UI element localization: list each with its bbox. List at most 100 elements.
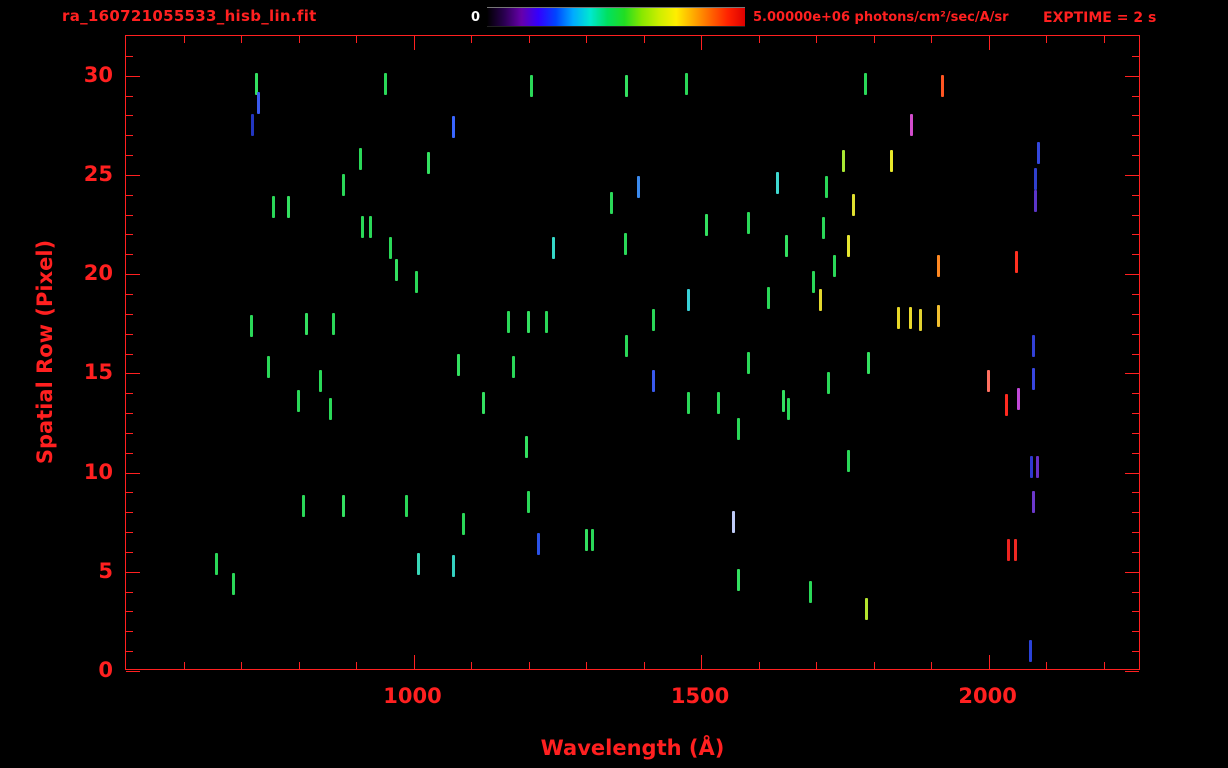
y-tick-label: 10 — [83, 459, 113, 484]
y-major-tick-right — [1125, 671, 1139, 672]
data-point — [536, 533, 540, 555]
y-minor-tick-right — [1132, 214, 1139, 216]
y-minor-tick-right — [1132, 551, 1139, 553]
x-major-tick-bottom — [413, 655, 415, 669]
y-major-tick-right — [1125, 274, 1139, 276]
y-minor-tick-left — [126, 234, 133, 236]
y-minor-tick-left — [126, 611, 133, 613]
x-axis-label: Wavelength (Å) — [540, 736, 725, 760]
y-minor-tick-right — [1132, 234, 1139, 236]
x-tick-label: 1500 — [670, 684, 730, 708]
data-point — [1029, 640, 1033, 663]
data-point — [426, 152, 430, 174]
data-point — [819, 288, 823, 311]
data-point — [747, 352, 751, 375]
data-point — [910, 114, 914, 137]
x-minor-tick-top — [471, 36, 473, 43]
x-minor-tick-bottom — [183, 662, 185, 669]
data-point — [544, 310, 548, 333]
y-minor-tick-right — [1132, 115, 1139, 117]
data-point — [624, 74, 628, 97]
data-point — [824, 175, 828, 198]
x-minor-tick-top — [241, 36, 242, 43]
data-point — [1031, 334, 1035, 357]
x-minor-tick-bottom — [298, 662, 300, 669]
data-point — [456, 354, 460, 377]
y-minor-tick-left — [126, 155, 133, 157]
data-point — [256, 92, 260, 115]
data-point — [1007, 538, 1011, 561]
data-point — [414, 271, 418, 294]
y-tick-label: 25 — [83, 161, 113, 186]
data-point — [359, 148, 363, 171]
y-minor-tick-left — [126, 55, 133, 57]
y-major-tick-left — [126, 571, 140, 573]
y-minor-tick-left — [126, 393, 133, 395]
data-point — [785, 235, 789, 258]
y-minor-tick-right — [1132, 194, 1139, 196]
data-point — [822, 217, 826, 240]
x-major-tick-bottom — [701, 655, 703, 669]
y-minor-tick-right — [1132, 293, 1139, 295]
y-minor-tick-right — [1132, 135, 1139, 137]
y-minor-tick-right — [1132, 611, 1139, 613]
data-point — [686, 392, 690, 415]
data-point — [506, 310, 510, 333]
data-point — [1034, 167, 1038, 190]
y-minor-tick-left — [126, 353, 133, 355]
x-minor-tick-top — [1046, 36, 1048, 43]
y-minor-tick-left — [126, 333, 133, 335]
y-minor-tick-left — [126, 313, 133, 315]
data-point — [329, 398, 333, 421]
data-point — [832, 255, 836, 278]
data-point — [318, 370, 322, 393]
y-major-tick-right — [1125, 472, 1139, 474]
y-minor-tick-left — [126, 591, 133, 593]
data-point — [341, 173, 345, 196]
x-minor-tick-top — [931, 36, 933, 43]
y-major-tick-right — [1125, 373, 1139, 375]
x-minor-tick-bottom — [471, 662, 473, 669]
data-point — [776, 171, 780, 194]
data-point — [1031, 368, 1035, 391]
data-point — [866, 352, 870, 375]
y-major-tick-right — [1125, 75, 1139, 77]
data-point — [865, 598, 869, 621]
y-tick-label: 0 — [98, 658, 113, 682]
x-minor-tick-top — [816, 36, 818, 43]
x-minor-tick-top — [758, 36, 760, 43]
colorbar-max-label: 5.00000e+06 photons/cm²/sec/A/sr — [753, 10, 1009, 25]
y-minor-tick-right — [1132, 532, 1139, 534]
y-minor-tick-left — [126, 135, 133, 137]
data-point — [716, 392, 720, 415]
data-point — [1030, 455, 1034, 478]
y-minor-tick-left — [126, 293, 133, 295]
data-point — [937, 255, 941, 278]
data-point — [267, 356, 271, 379]
data-point — [987, 370, 991, 393]
x-minor-tick-top — [873, 36, 875, 43]
y-minor-tick-right — [1132, 313, 1139, 315]
data-point — [305, 312, 309, 335]
y-minor-tick-right — [1132, 452, 1139, 454]
y-axis-label: Spatial Row (Pixel) — [33, 239, 57, 465]
data-point — [272, 195, 276, 218]
y-minor-tick-left — [126, 413, 133, 415]
y-tick-label: 5 — [98, 558, 113, 583]
data-point — [896, 306, 900, 329]
x-minor-tick-top — [1103, 36, 1105, 43]
y-minor-tick-left — [126, 214, 133, 216]
x-minor-tick-bottom — [528, 662, 530, 669]
data-point — [747, 211, 751, 234]
exptime-label: EXPTIME = 2 s — [1043, 10, 1157, 26]
data-point — [341, 495, 345, 518]
data-point — [585, 529, 589, 552]
plot-frame — [125, 35, 1140, 672]
data-point — [636, 175, 640, 198]
y-minor-tick-right — [1132, 393, 1139, 395]
y-minor-tick-left — [126, 631, 133, 633]
data-point — [609, 191, 613, 214]
data-point — [360, 215, 364, 238]
data-point — [452, 116, 456, 139]
